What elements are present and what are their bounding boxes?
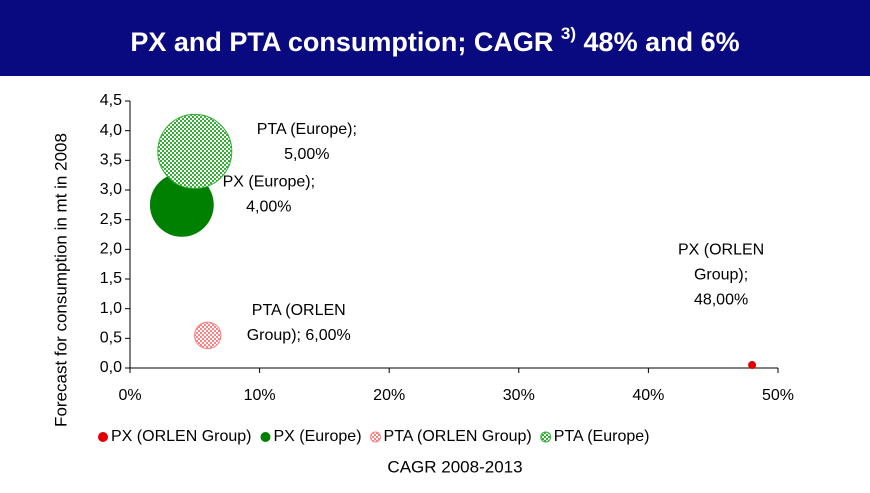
data-label: 48,00% [694, 291, 748, 308]
legend-label: PTA (Europe) [554, 428, 650, 445]
x-tick-label: 20% [373, 387, 405, 404]
bubble [748, 361, 757, 370]
legend-marker [98, 432, 108, 442]
x-tick-label: 30% [503, 387, 535, 404]
legend-marker [370, 431, 382, 443]
bubble [149, 172, 214, 237]
legend-label: PTA (ORLEN Group) [384, 428, 532, 445]
data-label: 4,00% [246, 199, 291, 216]
legend-marker [260, 432, 271, 442]
y-axis-label: Forecast for consumption in mt in 2008 [51, 133, 70, 427]
data-label: Group); [694, 266, 748, 283]
data-label: Group); 6,00% [247, 327, 351, 344]
bubble [194, 321, 222, 350]
title-tail: 48% and 6% [584, 27, 740, 57]
y-tick-label: 3,0 [100, 181, 122, 198]
x-tick-label: 10% [244, 387, 276, 404]
y-tick-label: 4,0 [100, 122, 122, 139]
y-tick-label: 4,5 [100, 92, 122, 109]
x-tick-label: 0% [118, 387, 141, 404]
data-label: PTA (Europe); [257, 121, 357, 138]
x-tick-label: 50% [762, 387, 794, 404]
y-tick-label: 2,0 [100, 241, 122, 258]
data-label: 5,00% [284, 146, 329, 163]
y-tick-label: 1,5 [100, 270, 122, 287]
y-tick-label: 0,5 [100, 330, 122, 347]
chart-title: PX and PTA consumption; CAGR 3) 48% and … [130, 18, 739, 57]
title-text: PX and PTA consumption; CAGR [130, 27, 553, 57]
bubble [157, 113, 233, 189]
title-superscript: 3) [561, 24, 576, 43]
data-label: PX (Europe); [223, 174, 315, 191]
legend-label: PX (ORLEN Group) [111, 428, 251, 445]
title-banner [0, 0, 870, 76]
y-tick-label: 3,5 [100, 152, 122, 169]
data-label: PX (ORLEN [678, 241, 764, 258]
data-label: PTA (ORLEN [252, 302, 346, 319]
y-tick-label: 1,0 [100, 300, 122, 317]
x-axis-label: CAGR 2008-2013 [387, 457, 522, 476]
legend-marker [540, 431, 552, 443]
x-tick-label: 40% [632, 387, 664, 404]
legend-label: PX (Europe) [273, 428, 361, 445]
y-tick-label: 2,5 [100, 211, 122, 228]
y-tick-label: 0,0 [100, 359, 122, 376]
